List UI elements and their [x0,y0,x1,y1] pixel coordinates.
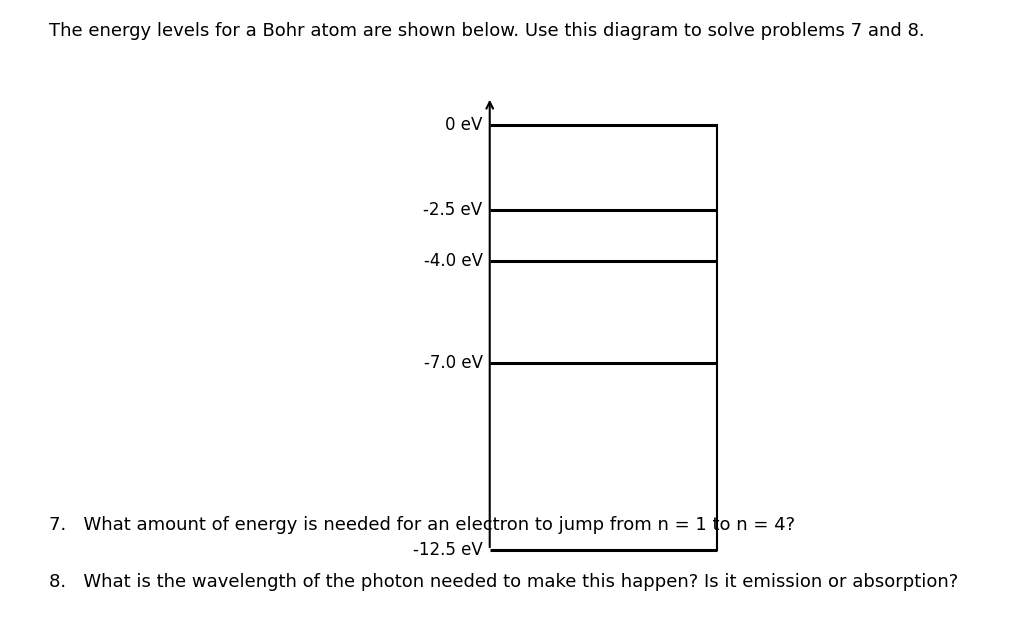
Text: 0 eV: 0 eV [445,116,483,134]
Text: -2.5 eV: -2.5 eV [424,201,483,219]
Text: The energy levels for a Bohr atom are shown below. Use this diagram to solve pro: The energy levels for a Bohr atom are sh… [49,22,925,40]
Text: -12.5 eV: -12.5 eV [412,541,483,559]
Text: 8.   What is the wavelength of the photon needed to make this happen? Is it emis: 8. What is the wavelength of the photon … [49,572,959,591]
Text: 7.   What amount of energy is needed for an electron to jump from n = 1 to n = 4: 7. What amount of energy is needed for a… [49,516,796,534]
Text: -7.0 eV: -7.0 eV [424,354,483,372]
Text: -4.0 eV: -4.0 eV [424,252,483,270]
